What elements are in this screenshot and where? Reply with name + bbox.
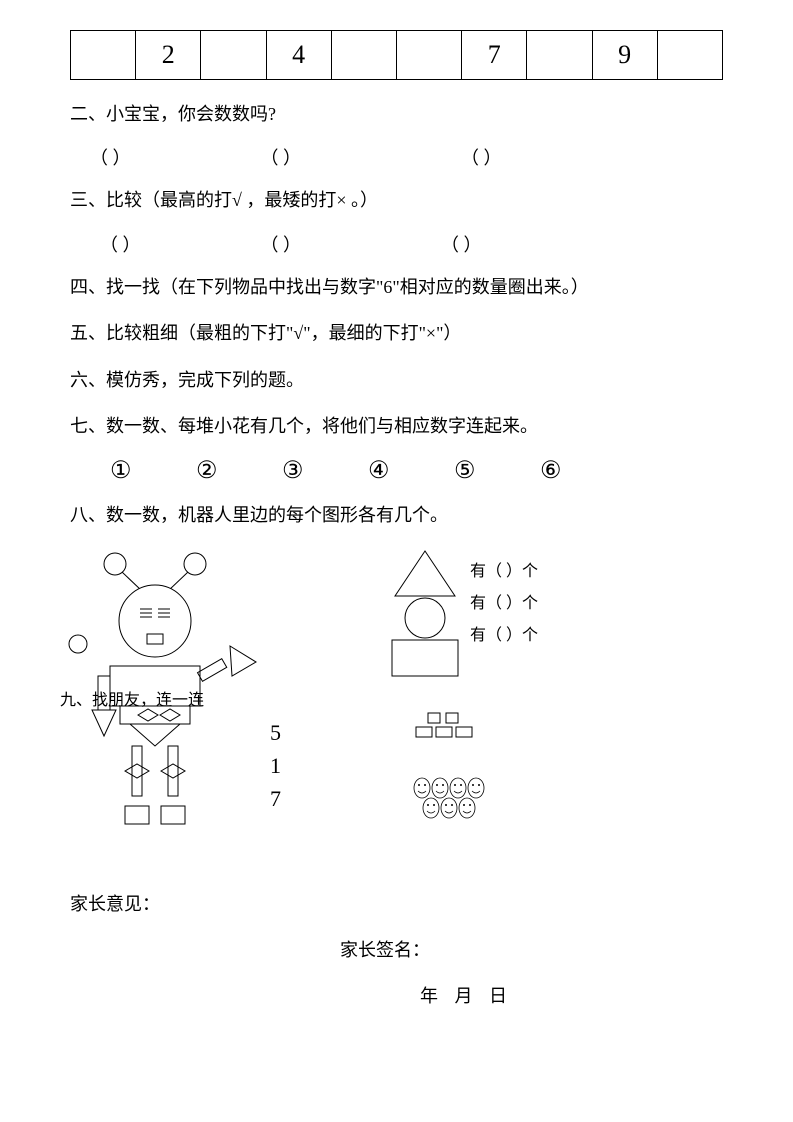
parent-opinion-label: 家长意见： (70, 890, 723, 916)
question-2-blanks: （ ） （ ） （ ） (70, 144, 723, 170)
number-sequence-table: 2 4 7 9 (70, 30, 723, 80)
table-cell[interactable] (657, 31, 722, 80)
table-cell[interactable] (331, 31, 396, 80)
blank-field[interactable]: （ ） (90, 144, 131, 170)
match-number[interactable]: 7 (270, 782, 281, 815)
table-cell: 2 (136, 31, 201, 80)
shape-count-labels: 有（ ）个 有（ ）个 有（ ）个 (470, 556, 538, 652)
question-2-title: 二、小宝宝，你会数数吗? (70, 98, 723, 130)
question-7-numbers: ① ② ③ ④ ⑤ ⑥ (110, 456, 723, 485)
table-cell: 7 (462, 31, 527, 80)
blank-field[interactable]: （ ） (441, 231, 482, 257)
table-cell[interactable] (396, 31, 461, 80)
blank-field[interactable]: （ ） (261, 144, 302, 170)
blank-field[interactable]: （ ） (461, 144, 502, 170)
circled-number: ⑤ (454, 456, 534, 485)
question-8-title: 八、数一数，机器人里边的每个图形各有几个。 (70, 499, 723, 531)
triangle-count-blank[interactable]: 有（ ）个 (470, 556, 538, 588)
question-7-title: 七、数一数、每堆小花有几个，将他们与相应数字连起来。 (70, 410, 723, 442)
date-label: 年 月 日 (420, 982, 723, 1008)
question-3-title: 三、比较（最高的打√ ，最矮的打× 。） (70, 184, 723, 216)
question-3-blanks: （ ） （ ） （ ） (70, 231, 723, 257)
circled-number: ④ (368, 456, 448, 485)
question-4-title: 四、找一找（在下列物品中找出与数字"6"相对应的数量圈出来。） (70, 271, 723, 303)
blank-field[interactable]: （ ） (261, 231, 302, 257)
faces-group (410, 776, 520, 826)
parent-sign-label: 家长签名： (340, 936, 723, 962)
question-9-title: 九、找朋友，连一连 (60, 686, 204, 710)
question-5-title: 五、比较粗细（最粗的下打"√"，最细的下打"×"） (70, 317, 723, 349)
match-number[interactable]: 1 (270, 749, 281, 782)
match-number[interactable]: 5 (270, 716, 281, 749)
squares-group (410, 711, 490, 751)
blank-field[interactable]: （ ） (100, 231, 141, 257)
table-cell[interactable] (527, 31, 592, 80)
circle-count-blank[interactable]: 有（ ）个 (470, 588, 538, 620)
table-cell: 9 (592, 31, 657, 80)
circled-number: ⑥ (540, 456, 620, 485)
rect-count-blank[interactable]: 有（ ）个 (470, 620, 538, 652)
circled-number: ① (110, 456, 190, 485)
circled-number: ② (196, 456, 276, 485)
circled-number: ③ (282, 456, 362, 485)
match-numbers: 5 1 7 (270, 716, 281, 815)
table-cell[interactable] (201, 31, 266, 80)
question-6-title: 六、模仿秀，完成下列的题。 (70, 364, 723, 396)
table-cell[interactable] (71, 31, 136, 80)
table-cell: 4 (266, 31, 331, 80)
shape-stack (380, 546, 470, 686)
